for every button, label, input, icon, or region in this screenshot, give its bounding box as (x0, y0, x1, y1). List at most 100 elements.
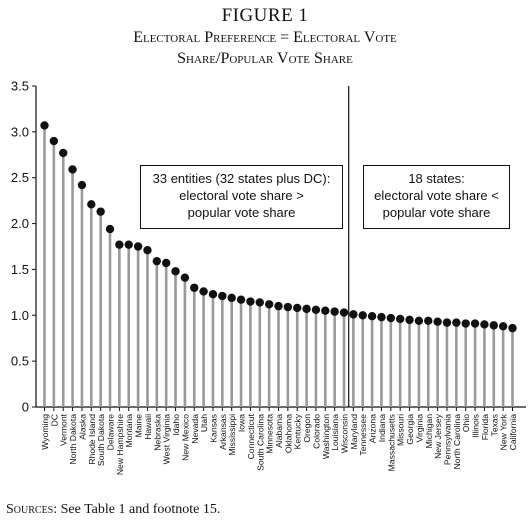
y-tick-label: 0 (22, 400, 29, 415)
lollipop-dot (171, 267, 180, 276)
lollipop-dot (321, 306, 330, 315)
lollipop-dot (442, 318, 452, 327)
x-tick-label: Indiana (377, 414, 387, 442)
x-tick-label: Arizona (368, 414, 378, 443)
y-tick-label: 2.0 (11, 216, 29, 231)
annotation-line: popular vote share (382, 205, 491, 220)
x-tick-label: Pennsylvania (442, 414, 452, 465)
lollipop-dot (311, 305, 321, 314)
x-tick-label: Connecticut (246, 413, 256, 459)
x-tick-label: New Jersey (433, 413, 443, 459)
x-tick-label: Maine (134, 414, 144, 438)
x-tick-label: New York (499, 413, 509, 450)
x-tick-label: Illinois (471, 414, 481, 438)
x-tick-label: Alabama (274, 414, 284, 448)
x-tick-label: Iowa (237, 414, 247, 432)
x-tick-label: Kentucky (293, 413, 303, 449)
x-tick-label: Florida (480, 414, 490, 440)
lollipop-dot (255, 298, 264, 307)
x-tick-label: Massachusetts (386, 414, 396, 471)
annotation-line: 18 states: (408, 171, 465, 186)
y-tick-label: 1.5 (11, 262, 29, 277)
lollipop-dot (143, 245, 152, 255)
lollipop-dot (283, 302, 293, 312)
lollipop-dot (208, 289, 218, 299)
x-tick-label: Washington (321, 414, 331, 459)
lollipop-dot (405, 315, 414, 325)
x-tick-label: Texas (489, 414, 499, 436)
annotation-line: 33 entities (32 states plus DC): (152, 171, 331, 186)
x-tick-label: Minnesota (265, 414, 275, 454)
lollipop-dot (96, 207, 105, 216)
x-tick-label: Vermont (59, 413, 69, 446)
x-tick-label: Louisiana (330, 414, 340, 451)
x-tick-label: Nebraska (152, 414, 162, 451)
lollipop-dot (367, 312, 377, 321)
x-tick-label: Oklahoma (283, 414, 293, 453)
lollipop-dot (77, 180, 87, 190)
lollipop-dot (68, 165, 77, 174)
figure-title-line1: Electoral Preference = Electoral Vote (133, 29, 397, 46)
lollipop-dot (358, 311, 367, 320)
x-tick-label: West Virginia (162, 414, 172, 465)
lollipop-dot (452, 318, 461, 327)
lollipop-dot (87, 200, 96, 209)
x-tick-label: Virginia (414, 414, 424, 443)
lollipop-dot (161, 258, 171, 268)
lollipop-dot (236, 295, 246, 304)
annotation-line: electoral vote share > (179, 188, 304, 203)
lollipop-dot (105, 224, 115, 234)
lollipop-dot (489, 321, 498, 330)
figure-title-line2: Share/Popular Vote Share (177, 50, 353, 67)
lollipop-dot (461, 319, 470, 328)
y-tick-label: 3.5 (11, 79, 29, 94)
x-tick-label: South Carolina (255, 414, 265, 471)
x-tick-label: Utah (199, 414, 209, 432)
x-tick-label: Montana (124, 414, 134, 448)
x-tick-label: North Dakota (68, 414, 78, 465)
lollipop-dot (199, 287, 208, 296)
x-tick-label: Idaho (171, 414, 181, 436)
annotation-box-above-parity: 33 entities (32 states plus DC): elector… (140, 165, 343, 229)
figure-label: FIGURE 1 (221, 5, 309, 26)
source-lead: Sources: (6, 502, 58, 517)
lollipop-dot (302, 304, 311, 314)
lollipop-dot (115, 240, 124, 249)
lollipop-dot (264, 300, 274, 309)
lollipop-dot (339, 308, 349, 317)
annotation-box-below-parity: 18 states: electoral vote share < popula… (363, 165, 510, 229)
x-tick-label: Missouri (396, 414, 406, 446)
x-tick-label: New Hampshire (115, 414, 125, 475)
annotation-line: popular vote share (187, 205, 296, 220)
lollipop-dot (330, 307, 339, 316)
lollipop-dot (498, 322, 508, 331)
lollipop-dot (152, 256, 162, 266)
lollipop-dot (49, 136, 59, 146)
source-text: See Table 1 and footnote 15. (57, 502, 221, 517)
x-tick-label: Alaska (77, 414, 87, 440)
x-tick-label: North Carolina (452, 414, 462, 470)
x-tick-label: New Mexico (180, 414, 190, 461)
x-tick-label: Georgia (405, 414, 415, 445)
lollipop-dot (293, 303, 302, 313)
lollipop-dot (349, 310, 358, 319)
lollipop-dot (274, 301, 283, 311)
lollipop-dot (180, 273, 190, 282)
lollipop-dot (227, 293, 236, 303)
x-tick-label: Maryland (349, 414, 359, 450)
lollipop-dot (508, 323, 517, 333)
y-tick-label: 1.0 (11, 308, 29, 323)
x-tick-label: Wisconsin (340, 414, 350, 453)
lollipop-dot (59, 148, 68, 158)
x-tick-label: Wyoming (40, 414, 50, 450)
x-tick-label: Nevada (190, 414, 200, 444)
lollipop-dot (40, 121, 49, 130)
x-tick-label: Hawaii (143, 414, 153, 440)
x-tick-label: Oregon (302, 414, 312, 443)
lollipop-dot (433, 317, 442, 326)
x-tick-label: Delaware (106, 414, 116, 451)
lollipop-dot (480, 320, 489, 329)
lollipop-dot (190, 283, 199, 292)
annotation-line: electoral vote share < (374, 188, 499, 203)
